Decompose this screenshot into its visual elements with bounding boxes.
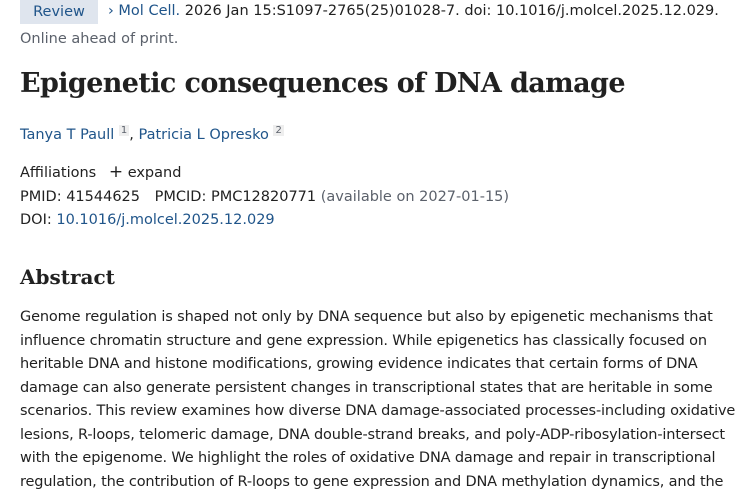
chevron-right-icon: › xyxy=(108,3,114,19)
abstract-line: damage can also generate persistent chan… xyxy=(20,379,713,396)
plus-icon: + xyxy=(108,162,124,182)
author-link[interactable]: Tanya T Paull xyxy=(20,126,115,143)
pmcid-label: PMCID: xyxy=(154,189,207,205)
doi-row: DOI: 10.1016/j.molcel.2025.12.029 xyxy=(20,212,275,228)
article-type-badge[interactable]: Review xyxy=(20,0,98,24)
doi-link[interactable]: 10.1016/j.molcel.2025.12.029 xyxy=(56,212,275,228)
abstract-line: heritable DNA and histone modifications,… xyxy=(20,356,698,372)
abstract-text: Genome regulation is shaped not only by … xyxy=(20,306,735,494)
author-link[interactable]: Patricia L Opresko xyxy=(138,126,269,143)
abstract-line: influence chromatin structure and gene e… xyxy=(20,332,707,349)
abstract-line: Genome regulation is shaped not only by … xyxy=(20,309,713,325)
abstract-heading: Abstract xyxy=(20,265,115,289)
authors-list: Tanya T Paull 1, Patricia L Opresko 2 xyxy=(20,125,284,143)
abstract-line: regulation, the contribution of R-loops … xyxy=(20,473,724,490)
affiliations-row: Affiliations + expand xyxy=(20,162,181,182)
doi-label: DOI: xyxy=(20,212,52,228)
citation: › Mol Cell. 2026 Jan 15:S1097-2765(25)01… xyxy=(108,3,719,19)
pmid-value: 41544625 xyxy=(66,189,141,205)
pmid-label: PMID: xyxy=(20,189,62,205)
affiliations-label: Affiliations xyxy=(20,165,97,181)
identifiers-row: PMID: 41544625 PMCID: PMC12820771 (avail… xyxy=(20,189,509,205)
expand-label: expand xyxy=(127,165,182,181)
abstract-line: with the epigenome. We highlight the rol… xyxy=(20,450,716,466)
citation-text: 2026 Jan 15:S1097-2765(25)01028-7. doi: … xyxy=(180,3,719,19)
page-title: Epigenetic consequences of DNA damage xyxy=(20,68,626,99)
abstract-line: lesions, R-loops, telomeric damage, DNA … xyxy=(20,426,725,443)
journal-link[interactable]: Mol Cell. xyxy=(118,3,181,19)
abstract-line: scenarios. This review examines how dive… xyxy=(20,403,736,419)
expand-button[interactable]: + expand xyxy=(108,162,182,182)
affiliation-ref[interactable]: 2 xyxy=(273,125,284,136)
affiliation-ref[interactable]: 1 xyxy=(118,125,130,136)
pmcid-value: PMC12820771 xyxy=(210,189,317,205)
publication-status: Online ahead of print. xyxy=(20,31,179,47)
pmcid-note: (available on 2027-01-15) xyxy=(320,189,510,205)
